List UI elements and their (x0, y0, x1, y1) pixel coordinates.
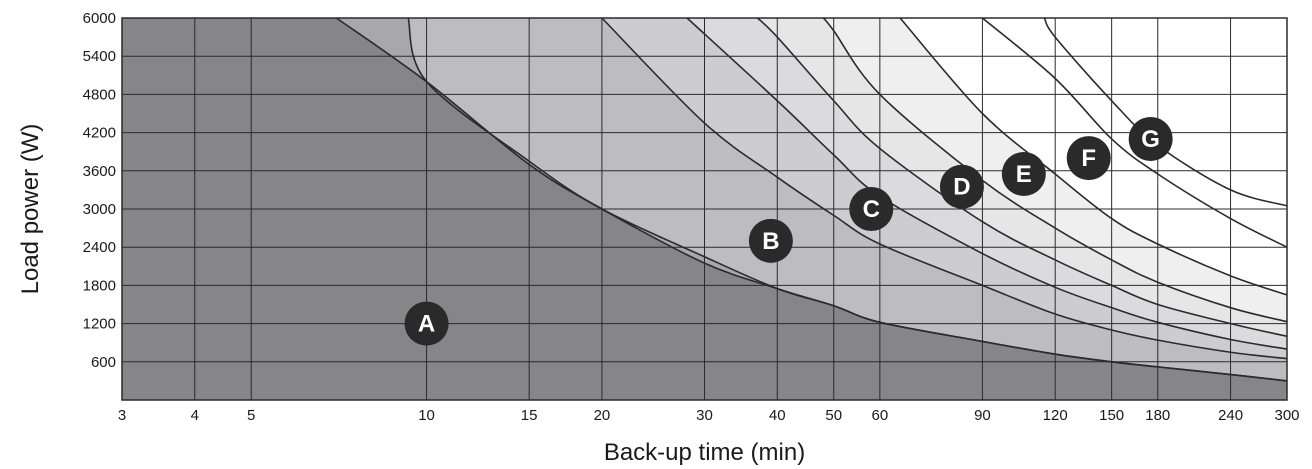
region-badge-label: F (1081, 145, 1096, 172)
region-badge-label: C (863, 196, 880, 223)
region-badge-g: G (1128, 116, 1173, 161)
x-tick-label: 20 (594, 407, 611, 424)
region-badge-a: A (404, 301, 449, 346)
region-badge-label: D (953, 174, 970, 201)
y-tick-label: 5400 (83, 48, 116, 65)
region-badge-circle (1001, 151, 1046, 196)
x-tick-label: 4 (191, 407, 199, 424)
x-tick-label: 150 (1099, 407, 1124, 424)
x-tick-label: 240 (1218, 407, 1243, 424)
y-tick-label: 6000 (83, 10, 116, 27)
x-tick-label: 3 (118, 407, 126, 424)
x-tick-label: 30 (696, 407, 713, 424)
y-tick-label: 1800 (83, 277, 116, 294)
curve-h (981, 17, 1288, 248)
region-badge-label: A (418, 311, 435, 338)
curve-d (686, 17, 1288, 350)
y-axis-title: Load power (W) (17, 124, 44, 295)
curve-e (756, 17, 1288, 338)
region-badge-circle (939, 164, 984, 209)
region-badge-circle (748, 218, 793, 263)
x-tick-label: 5 (247, 407, 255, 424)
region-badge-label: G (1141, 126, 1160, 153)
region-badge-circle (1066, 136, 1111, 181)
x-tick-label: 40 (769, 407, 786, 424)
x-tick-label: 50 (825, 407, 842, 424)
x-axis-title: Back-up time (min) (604, 439, 805, 466)
region-badge-e: E (1001, 151, 1046, 196)
curve-i (1043, 17, 1288, 207)
x-tick-label: 15 (521, 407, 538, 424)
y-tick-label: 4800 (83, 86, 116, 103)
x-tick-labels: 3 4 5 10 15 20 30 40 50 60 90 120 150 180 240 300 (118, 407, 1300, 424)
region-badge-circle (1128, 116, 1173, 161)
curve-g (899, 17, 1288, 296)
region-badge-circle (404, 301, 449, 346)
plot-frame (121, 17, 1288, 401)
region-badge-f: F (1066, 136, 1111, 181)
y-tick-labels: 600 1200 1800 2400 3000 3600 4200 4800 5400 6000 (83, 10, 116, 371)
x-tick-label: 60 (872, 407, 889, 424)
shaded-regions (122, 18, 1287, 400)
region-badge-label: B (762, 228, 779, 255)
y-tick-label: 3600 (83, 163, 116, 180)
y-tick-label: 600 (91, 354, 116, 371)
region-badge-c: C (849, 187, 894, 231)
y-tick-label: 4200 (83, 125, 116, 142)
x-tick-label: 180 (1145, 407, 1170, 424)
x-tick-label: 90 (974, 407, 991, 424)
curve-b (407, 17, 1288, 382)
region-badge-d: D (939, 164, 984, 209)
x-tick-label: 10 (418, 407, 435, 424)
x-tick-label: 120 (1043, 407, 1068, 424)
region-badge-label: E (1016, 161, 1032, 188)
y-tick-label: 1200 (83, 316, 116, 333)
x-tick-label: 300 (1274, 407, 1299, 424)
region-fill-a (122, 18, 1287, 400)
region-badge-b: B (748, 218, 793, 263)
y-tick-label: 2400 (83, 239, 116, 256)
y-tick-label: 3000 (83, 201, 116, 218)
curve-f (822, 17, 1288, 323)
region-badge-circle (849, 187, 894, 231)
runtime-curves (335, 17, 1288, 382)
region-labels: A B C D E F G (404, 116, 1173, 346)
curve-c (601, 17, 1288, 360)
